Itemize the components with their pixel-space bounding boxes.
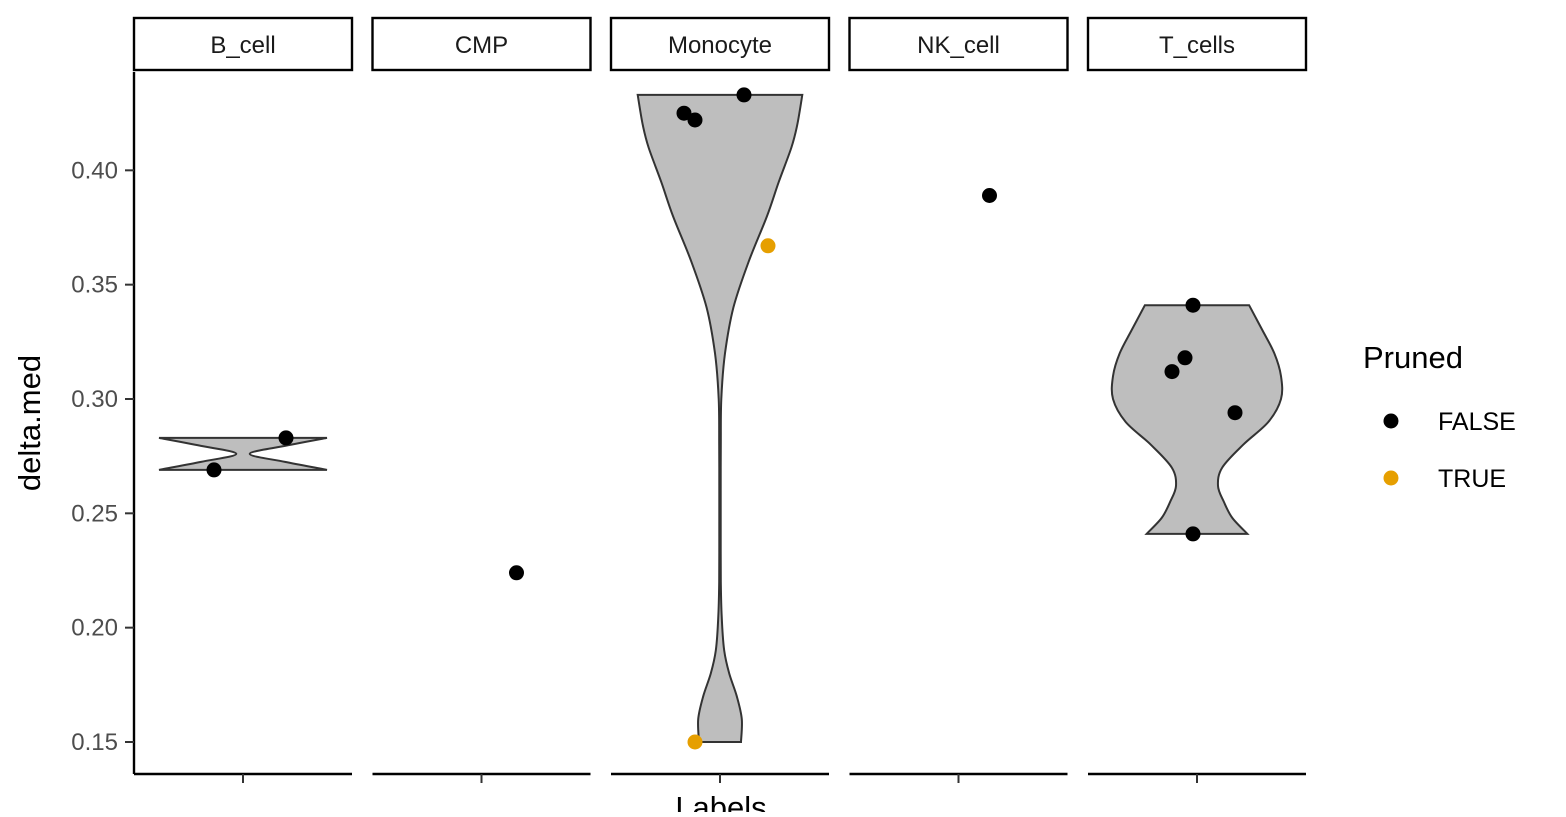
point-T_cells-10: [1177, 350, 1193, 366]
y-axis-title: delta.med: [12, 355, 47, 491]
legend-label-FALSE: FALSE: [1438, 408, 1516, 436]
panel-CMP: CMP: [371, 16, 592, 783]
legend-title: Pruned: [1363, 340, 1463, 375]
y-tick-label: 0.30: [71, 386, 118, 413]
point-T_cells-11: [1164, 364, 1180, 380]
strip-label-CMP: CMP: [455, 32, 508, 59]
panel-Monocyte: Monocyte: [609, 16, 831, 783]
point-B_cell-1: [206, 462, 222, 478]
y-tick-label: 0.20: [71, 615, 118, 642]
violin-T_cells: [1110, 304, 1284, 535]
strip-box-B_cell: [132, 16, 354, 72]
legend-key-FALSE: [1383, 413, 1399, 429]
point-B_cell-0: [278, 430, 294, 446]
legend-key-TRUE: [1383, 470, 1399, 486]
legend-label-TRUE: TRUE: [1438, 465, 1506, 493]
point-T_cells-9: [1185, 297, 1201, 313]
point-Monocyte-7: [687, 734, 703, 750]
panel-NK_cell: NK_cell: [848, 16, 1069, 783]
y-tick-label: 0.40: [71, 157, 118, 184]
violin-Monocyte: [636, 93, 804, 743]
y-tick-label: 0.15: [71, 729, 118, 756]
y-tick-label: 0.25: [71, 500, 118, 527]
point-Monocyte-4: [676, 105, 692, 121]
strip-label-B_cell: B_cell: [210, 32, 275, 59]
violin-B_cell: [158, 436, 328, 471]
legend: Pruned FALSE TRUE: [1363, 340, 1516, 493]
point-T_cells-13: [1185, 526, 1201, 542]
point-CMP-2: [509, 565, 524, 581]
strip-label-NK_cell: NK_cell: [917, 32, 1000, 59]
strip-label-T_cells: T_cells: [1159, 32, 1235, 59]
x-axis-title: Labels: [675, 790, 766, 812]
strip-box-CMP: [371, 16, 592, 72]
y-tick-label: 0.35: [71, 272, 118, 299]
point-Monocyte-3: [736, 87, 752, 103]
point-T_cells-12: [1227, 405, 1243, 421]
strip-label-Monocyte: Monocyte: [668, 32, 772, 59]
panel-B_cell: B_cell: [132, 16, 354, 783]
panels-layer: B_cell CMP Monocyte NK_cell T_cells: [132, 16, 1308, 783]
strip-box-Monocyte: [609, 16, 831, 72]
strip-box-T_cells: [1086, 16, 1308, 72]
panel-T_cells: T_cells: [1086, 16, 1308, 783]
strip-box-NK_cell: [848, 16, 1069, 72]
y-axis: 0.15 0.20 0.25 0.30 0.35 0.40: [71, 72, 136, 774]
point-NK_cell-8: [982, 188, 997, 203]
point-Monocyte-5: [687, 112, 703, 128]
point-Monocyte-6: [760, 238, 776, 254]
